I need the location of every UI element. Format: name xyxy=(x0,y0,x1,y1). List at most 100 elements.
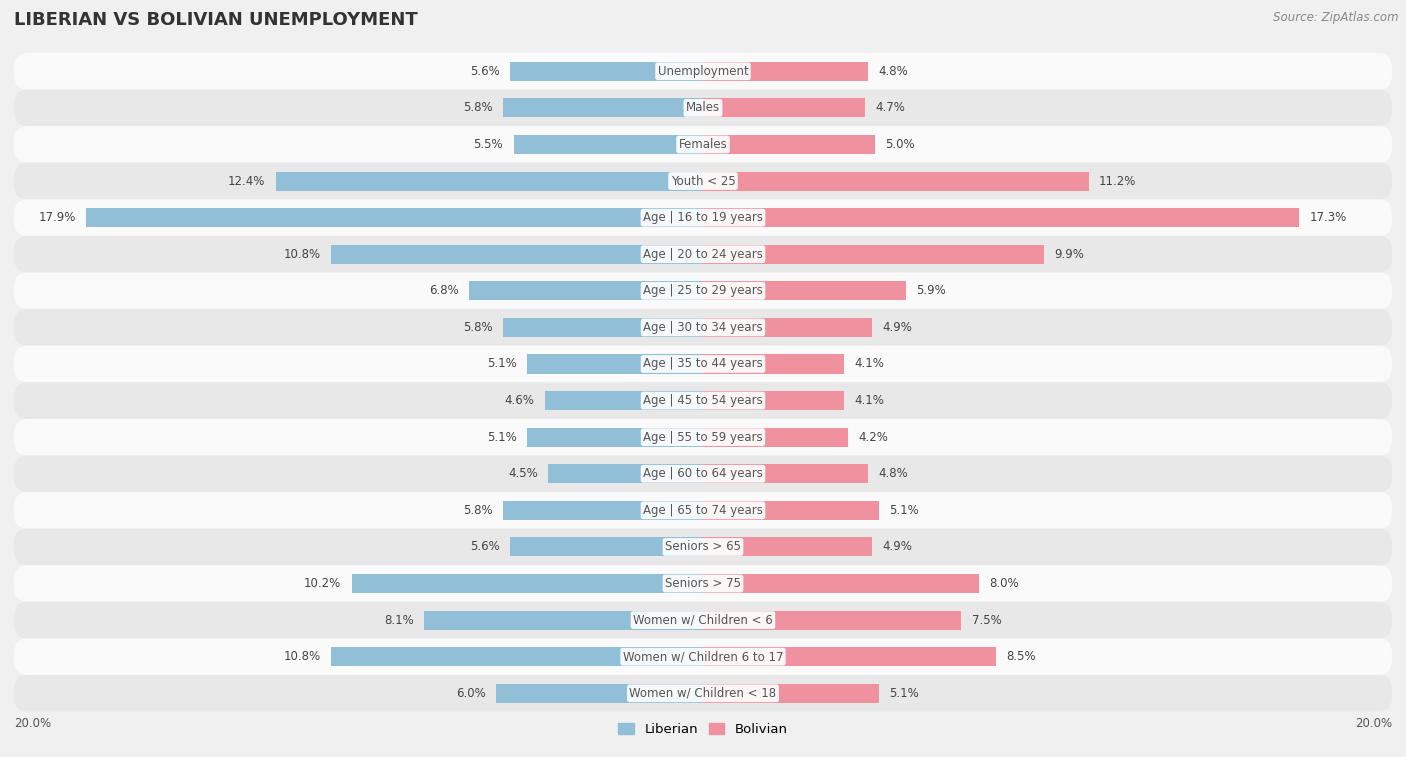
FancyBboxPatch shape xyxy=(14,419,1392,456)
Bar xyxy=(544,391,703,410)
Text: 5.6%: 5.6% xyxy=(470,540,499,553)
FancyBboxPatch shape xyxy=(14,89,1392,126)
Bar xyxy=(503,98,703,117)
FancyBboxPatch shape xyxy=(14,53,1392,89)
Text: 17.3%: 17.3% xyxy=(1309,211,1347,224)
Bar xyxy=(703,208,1299,227)
Text: 9.9%: 9.9% xyxy=(1054,248,1084,260)
Text: LIBERIAN VS BOLIVIAN UNEMPLOYMENT: LIBERIAN VS BOLIVIAN UNEMPLOYMENT xyxy=(14,11,418,30)
Bar xyxy=(703,172,1088,191)
Text: 20.0%: 20.0% xyxy=(14,717,51,730)
FancyBboxPatch shape xyxy=(14,236,1392,273)
FancyBboxPatch shape xyxy=(14,273,1392,309)
Bar xyxy=(513,135,703,154)
Bar xyxy=(703,354,844,373)
Text: 5.1%: 5.1% xyxy=(488,431,517,444)
FancyBboxPatch shape xyxy=(14,346,1392,382)
Text: 20.0%: 20.0% xyxy=(1355,717,1392,730)
Text: 10.8%: 10.8% xyxy=(284,650,321,663)
Text: Age | 30 to 34 years: Age | 30 to 34 years xyxy=(643,321,763,334)
Text: 4.9%: 4.9% xyxy=(882,321,912,334)
FancyBboxPatch shape xyxy=(14,382,1392,419)
Text: 5.1%: 5.1% xyxy=(889,687,918,699)
Text: 6.8%: 6.8% xyxy=(429,285,458,298)
Bar xyxy=(330,245,703,263)
Bar xyxy=(468,282,703,301)
Text: Women w/ Children < 18: Women w/ Children < 18 xyxy=(630,687,776,699)
Text: 4.8%: 4.8% xyxy=(879,467,908,480)
Text: 7.5%: 7.5% xyxy=(972,614,1001,627)
Text: 8.5%: 8.5% xyxy=(1007,650,1036,663)
Text: Seniors > 75: Seniors > 75 xyxy=(665,577,741,590)
Bar xyxy=(527,428,703,447)
Bar xyxy=(703,98,865,117)
Text: 5.8%: 5.8% xyxy=(463,504,494,517)
Text: 8.1%: 8.1% xyxy=(384,614,413,627)
Text: 4.5%: 4.5% xyxy=(508,467,537,480)
FancyBboxPatch shape xyxy=(14,492,1392,528)
Text: 5.5%: 5.5% xyxy=(474,138,503,151)
Text: 4.7%: 4.7% xyxy=(875,101,905,114)
Text: 4.2%: 4.2% xyxy=(858,431,887,444)
Bar xyxy=(86,208,703,227)
Text: Age | 35 to 44 years: Age | 35 to 44 years xyxy=(643,357,763,370)
Text: 10.8%: 10.8% xyxy=(284,248,321,260)
Text: 10.2%: 10.2% xyxy=(304,577,342,590)
Text: Age | 20 to 24 years: Age | 20 to 24 years xyxy=(643,248,763,260)
FancyBboxPatch shape xyxy=(14,163,1392,199)
Bar xyxy=(548,464,703,483)
Bar xyxy=(503,501,703,520)
FancyBboxPatch shape xyxy=(14,528,1392,565)
Bar xyxy=(703,245,1045,263)
Bar xyxy=(703,647,995,666)
FancyBboxPatch shape xyxy=(14,456,1392,492)
Text: Age | 16 to 19 years: Age | 16 to 19 years xyxy=(643,211,763,224)
Text: 4.1%: 4.1% xyxy=(855,357,884,370)
Bar xyxy=(703,464,869,483)
Text: 4.1%: 4.1% xyxy=(855,394,884,407)
Text: Source: ZipAtlas.com: Source: ZipAtlas.com xyxy=(1274,11,1399,24)
Text: Seniors > 65: Seniors > 65 xyxy=(665,540,741,553)
FancyBboxPatch shape xyxy=(14,675,1392,712)
Legend: Liberian, Bolivian: Liberian, Bolivian xyxy=(613,718,793,741)
Text: 8.0%: 8.0% xyxy=(988,577,1018,590)
Text: 5.9%: 5.9% xyxy=(917,285,946,298)
Bar xyxy=(510,62,703,81)
Text: Age | 60 to 64 years: Age | 60 to 64 years xyxy=(643,467,763,480)
Bar xyxy=(703,611,962,630)
Text: Women w/ Children < 6: Women w/ Children < 6 xyxy=(633,614,773,627)
FancyBboxPatch shape xyxy=(14,602,1392,638)
Bar xyxy=(527,354,703,373)
Text: 4.6%: 4.6% xyxy=(505,394,534,407)
Bar xyxy=(703,318,872,337)
Bar xyxy=(703,537,872,556)
Text: Women w/ Children 6 to 17: Women w/ Children 6 to 17 xyxy=(623,650,783,663)
Text: Age | 25 to 29 years: Age | 25 to 29 years xyxy=(643,285,763,298)
Text: 5.8%: 5.8% xyxy=(463,321,494,334)
Text: 5.6%: 5.6% xyxy=(470,65,499,78)
Bar xyxy=(703,62,869,81)
Text: 5.0%: 5.0% xyxy=(886,138,915,151)
FancyBboxPatch shape xyxy=(14,126,1392,163)
Bar xyxy=(703,428,848,447)
Text: Age | 45 to 54 years: Age | 45 to 54 years xyxy=(643,394,763,407)
Bar xyxy=(703,574,979,593)
Bar xyxy=(352,574,703,593)
Text: Age | 55 to 59 years: Age | 55 to 59 years xyxy=(643,431,763,444)
Bar xyxy=(496,684,703,702)
Text: 6.0%: 6.0% xyxy=(456,687,486,699)
Bar xyxy=(703,135,875,154)
Bar xyxy=(330,647,703,666)
FancyBboxPatch shape xyxy=(14,638,1392,675)
Bar xyxy=(503,318,703,337)
Text: 4.8%: 4.8% xyxy=(879,65,908,78)
Text: Females: Females xyxy=(679,138,727,151)
Text: 5.1%: 5.1% xyxy=(889,504,918,517)
Bar xyxy=(276,172,703,191)
Text: 5.1%: 5.1% xyxy=(488,357,517,370)
Text: Unemployment: Unemployment xyxy=(658,65,748,78)
Text: 12.4%: 12.4% xyxy=(228,175,266,188)
Bar xyxy=(703,501,879,520)
Bar xyxy=(510,537,703,556)
FancyBboxPatch shape xyxy=(14,565,1392,602)
